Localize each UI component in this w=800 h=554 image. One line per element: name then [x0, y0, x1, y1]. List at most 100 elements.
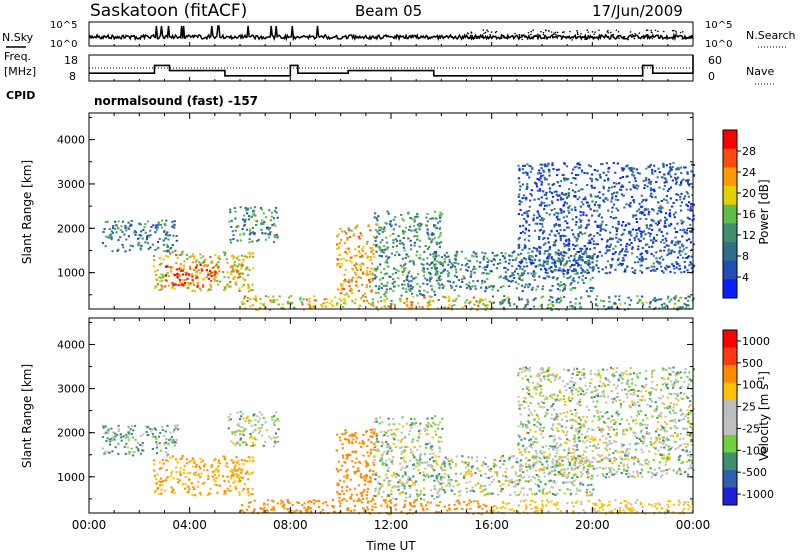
echo-cell: [366, 490, 369, 493]
echo-cell: [428, 476, 431, 479]
echo-cell: [398, 478, 401, 481]
echo-cell: [416, 238, 419, 241]
echo-cell: [242, 232, 245, 235]
echo-cell: [356, 499, 359, 502]
echo-cell: [398, 462, 402, 465]
echo-cell: [557, 168, 561, 171]
echo-cell: [355, 225, 358, 228]
echo-cell: [533, 259, 537, 262]
echo-cell: [350, 493, 353, 496]
echo-cell: [162, 258, 165, 261]
echo-cell: [638, 227, 641, 230]
echo-cell: [140, 244, 143, 247]
echo-cell: [635, 220, 639, 223]
echo-cell: [511, 279, 514, 282]
nsearch-dot: [540, 30, 542, 33]
nsearch-dot: [530, 30, 533, 33]
echo-cell: [178, 267, 181, 270]
echo-cell: [364, 252, 367, 255]
echo-cell: [538, 229, 541, 232]
echo-cell: [130, 219, 133, 222]
echo-cell: [371, 302, 375, 305]
echo-cell: [510, 274, 513, 277]
echo-cell: [568, 205, 571, 208]
echo-cell: [352, 234, 355, 237]
echo-cell: [374, 285, 378, 288]
echo-cell: [383, 226, 386, 229]
echo-cell: [556, 174, 559, 177]
echo-cell: [415, 493, 419, 496]
echo-cell: [565, 215, 569, 218]
echo-cell: [110, 437, 113, 440]
echo-cell: [692, 218, 695, 221]
echo-cell: [539, 246, 542, 249]
echo-cell: [408, 477, 412, 480]
echo-cell: [187, 282, 191, 285]
echo-cell: [405, 297, 409, 300]
echo-cell: [257, 432, 261, 435]
nsearch-dot: [576, 29, 578, 32]
echo-cell: [418, 459, 422, 462]
echo-cell: [394, 254, 397, 257]
echo-cell: [362, 442, 365, 445]
echo-cell: [181, 250, 184, 253]
echo-cell: [520, 258, 523, 261]
echo-cell: [525, 220, 528, 223]
echo-cell: [416, 223, 419, 226]
echo-cell: [149, 246, 152, 249]
echo-cell: [166, 476, 169, 479]
echo-cell: [534, 265, 537, 268]
echo-cell: [245, 209, 248, 212]
echo-cell: [111, 436, 115, 439]
echo-cell: [409, 493, 412, 496]
echo-cell: [381, 484, 384, 487]
echo-cell: [400, 482, 404, 485]
nsearch-tick-bottom: 10^0: [705, 39, 732, 50]
echo-cell: [339, 439, 342, 442]
echo-cell: [127, 431, 130, 434]
echo-cell: [471, 285, 474, 288]
echo-cell: [104, 425, 107, 428]
echo-cell: [514, 471, 518, 474]
echo-cell: [547, 303, 550, 306]
echo-cell: [155, 285, 158, 288]
echo-cell: [387, 265, 390, 268]
echo-cell: [385, 440, 388, 443]
echo-cell: [336, 258, 339, 261]
echo-cell: [473, 271, 476, 274]
echo-cell: [144, 241, 147, 244]
echo-cell: [607, 177, 610, 180]
echo-cell: [179, 458, 182, 461]
echo-cell: [630, 167, 633, 170]
echo-cell: [415, 215, 418, 218]
echo-cell: [526, 173, 529, 176]
echo-cell: [362, 294, 365, 297]
echo-cell: [499, 489, 503, 492]
echo-cell: [239, 275, 242, 278]
echo-cell: [253, 499, 256, 502]
echo-cell: [400, 431, 403, 434]
echo-cell: [469, 275, 472, 278]
echo-cell: [635, 228, 638, 231]
echo-cell: [218, 474, 221, 477]
echo-cell: [566, 178, 569, 181]
echo-cell: [218, 280, 222, 283]
echo-cell: [120, 436, 123, 439]
echo-cell: [473, 490, 476, 493]
echo-cell: [648, 305, 651, 308]
echo-cell: [639, 230, 642, 233]
echo-cell: [652, 220, 655, 223]
echo-cell: [426, 501, 429, 504]
echo-cell: [435, 243, 439, 246]
nsearch-dot: [576, 31, 579, 34]
echo-cell: [476, 467, 479, 470]
echo-cell: [492, 301, 495, 304]
echo-cell: [387, 417, 390, 420]
echo-cell: [413, 499, 417, 502]
echo-cell: [542, 265, 545, 268]
echo-cell: [357, 235, 360, 238]
echo-cell: [454, 274, 457, 277]
echo-cell: [268, 209, 271, 212]
echo-cell: [538, 203, 541, 206]
echo-cell: [158, 461, 161, 464]
